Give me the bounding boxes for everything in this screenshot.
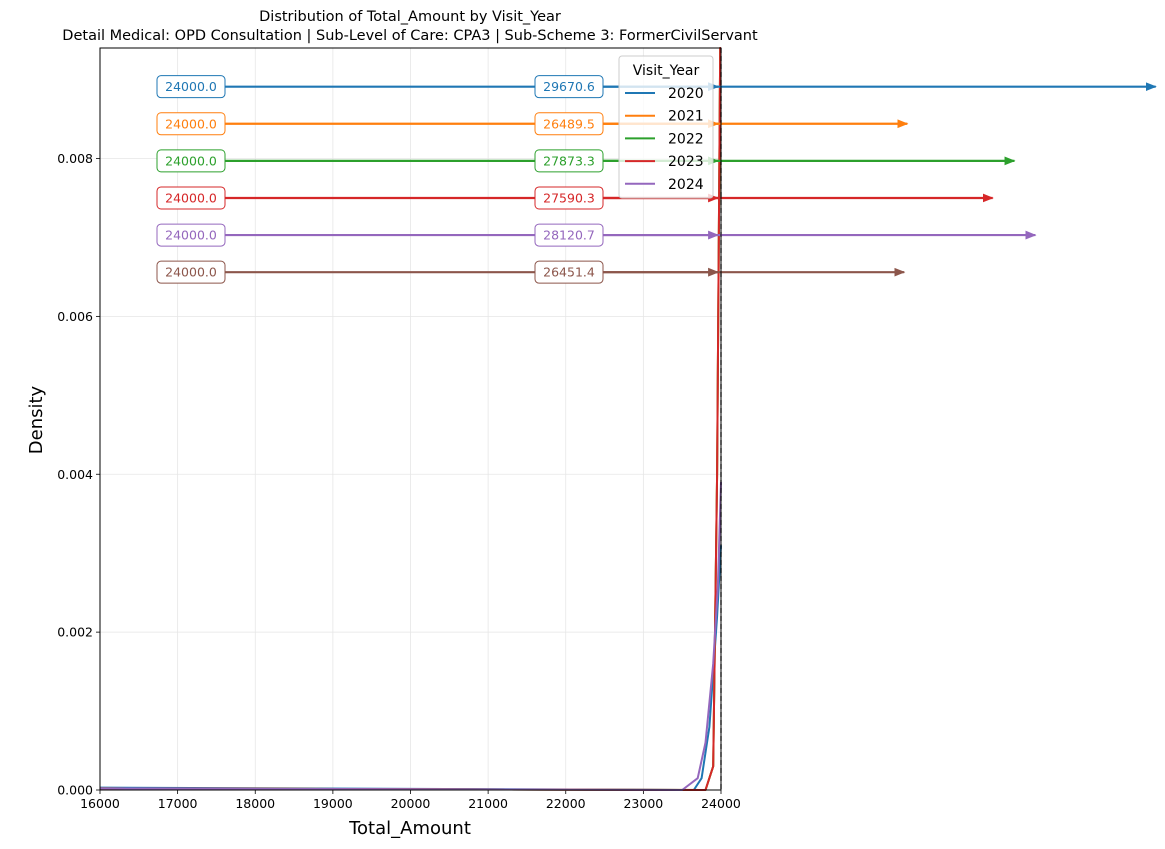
- annotation-label: 24000.0: [165, 79, 217, 94]
- annotation-box: [156, 149, 226, 173]
- legend-label: 2023: [668, 154, 704, 170]
- legend-label: 2020: [668, 86, 704, 102]
- x-tick-label: 20000: [391, 796, 431, 811]
- annotation-box: [534, 186, 604, 210]
- chart-subtitle: Detail Medical: OPD Consultation | Sub-L…: [62, 28, 758, 44]
- annotation-box: [534, 149, 604, 173]
- annotation-label: 26489.5: [543, 116, 595, 131]
- legend-title: Visit_Year: [633, 63, 700, 79]
- axis-ticks: 16000 17000 18000 19000 20000 21000 22000 23000…: [57, 151, 741, 811]
- annotation-label: 26451.4: [543, 265, 595, 280]
- annotation-label: 27873.3: [543, 153, 595, 168]
- annotation-box: [156, 223, 226, 247]
- plot-border: [99, 47, 722, 791]
- legend-label: 2022: [668, 131, 704, 147]
- y-axis-label: Density: [26, 385, 47, 454]
- annotation-box: [156, 112, 226, 136]
- grid: [99, 48, 722, 791]
- annotation-box: [156, 260, 226, 284]
- annotation-box: [534, 260, 604, 284]
- annotation-label: 28120.7: [543, 228, 595, 243]
- annotation-label: 27590.3: [543, 190, 595, 205]
- legend-label: 2021: [668, 109, 704, 125]
- x-tick-label: 22000: [546, 796, 586, 811]
- plot-frame: [99, 47, 722, 791]
- legend: Visit_Year 2020 2021 2022 2023 2024: [618, 55, 714, 199]
- annotation-box: [534, 75, 604, 99]
- annotation-label: 24000.0: [165, 228, 217, 243]
- x-tick-label: 18000: [235, 796, 275, 811]
- x-axis-label: Total_Amount: [348, 818, 471, 839]
- x-tick-label: 23000: [623, 796, 663, 811]
- annotation-box: [534, 223, 604, 247]
- y-tick-label: 0.008: [57, 151, 93, 166]
- y-tick-label: 0.006: [57, 309, 93, 324]
- x-tick-label: 17000: [158, 796, 198, 811]
- annotation-label: 24000.0: [165, 265, 217, 280]
- legend-label: 2024: [668, 177, 704, 193]
- x-tick-label: 19000: [313, 796, 353, 811]
- annotation-label: 24000.0: [165, 116, 217, 131]
- annotation-box: [156, 75, 226, 99]
- x-tick-label: 24000: [701, 796, 741, 811]
- annotation-label: 24000.0: [165, 153, 217, 168]
- y-tick-label: 0.002: [57, 625, 93, 640]
- y-tick-label: 0.000: [57, 783, 93, 798]
- y-tick-label: 0.004: [57, 467, 93, 482]
- annotation-box: [534, 112, 604, 136]
- annotation-label: 29670.6: [543, 79, 595, 94]
- legend-box: [618, 55, 714, 199]
- x-tick-label: 21000: [468, 796, 508, 811]
- x-tick-label: 16000: [80, 796, 120, 811]
- annotation-box: [156, 186, 226, 210]
- annotation-label: 24000.0: [165, 190, 217, 205]
- chart-title: Distribution of Total_Amount by Visit_Ye…: [259, 9, 561, 25]
